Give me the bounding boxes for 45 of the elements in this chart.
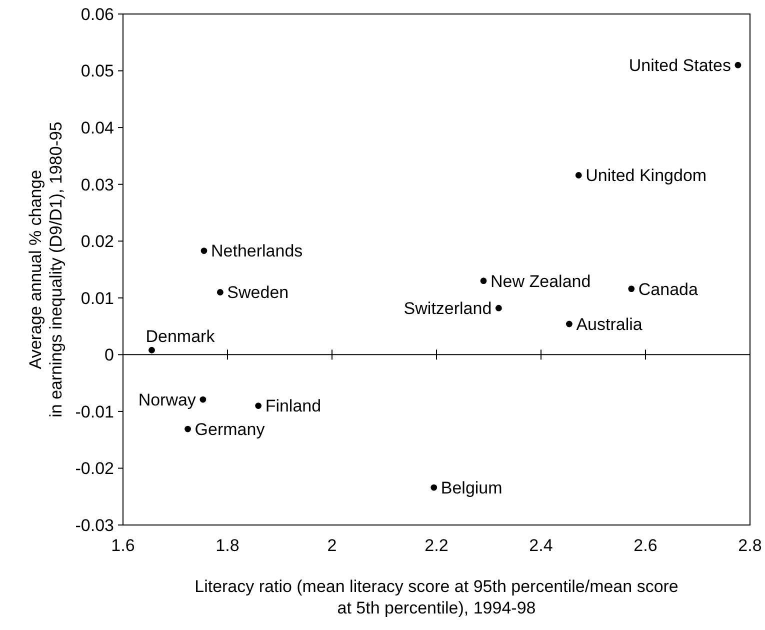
y-tick-label: 0.05 xyxy=(80,62,114,81)
annotation: Australia xyxy=(576,314,643,334)
point xyxy=(628,286,635,292)
x-tick-label: 1.6 xyxy=(111,536,135,555)
y-tick-label: -0.01 xyxy=(75,402,114,422)
annotation: Finland xyxy=(265,396,322,416)
point xyxy=(184,426,191,432)
point xyxy=(480,278,487,284)
y-tick-label: 0.02 xyxy=(80,232,114,252)
annotation: Canada xyxy=(638,280,698,299)
annotation: United Kingdom xyxy=(586,166,707,186)
y-tick-label: 0.03 xyxy=(80,175,114,194)
y-axis-title: Average annual % change in earnings inequality (D9/D1), 1980-95 xyxy=(26,122,66,418)
y-tick-label: 0.06 xyxy=(80,4,114,24)
point xyxy=(734,62,742,68)
point xyxy=(200,396,206,403)
y-tick-label: 0.04 xyxy=(80,118,114,138)
y-tick-label: -0.02 xyxy=(75,459,114,478)
x-tick-label: 2.4 xyxy=(529,536,553,555)
annotation: Belgium xyxy=(440,478,502,498)
annotation: United States xyxy=(628,56,731,76)
annotation: New Zealand xyxy=(490,272,591,291)
point xyxy=(216,289,224,296)
point xyxy=(255,402,262,409)
x-axis-title: Literacy ratio (mean literacy score at 95th percentile/mean score at 5th percentile), 1994-98 xyxy=(194,577,678,618)
x-tick-label: 2.6 xyxy=(634,536,658,555)
point xyxy=(148,346,155,354)
y-tick-label: -0.03 xyxy=(75,516,114,535)
annotation: Norway xyxy=(138,390,196,410)
annotation: Germany xyxy=(194,420,266,439)
point xyxy=(575,172,582,178)
annotation: Netherlands xyxy=(210,242,303,261)
point xyxy=(200,248,208,254)
annotation: Sweden xyxy=(227,283,289,302)
x-tick-label: 2.8 xyxy=(738,536,762,555)
point xyxy=(566,320,572,328)
annotation: Denmark xyxy=(146,327,216,346)
annotation: Switzerland xyxy=(404,299,492,318)
point xyxy=(495,304,502,312)
x-tick-label: 2 xyxy=(327,536,337,555)
y-tick-label: 0 xyxy=(104,346,114,365)
y-tick-label: 0.01 xyxy=(80,288,114,308)
x-tick-label: 1.8 xyxy=(216,536,240,555)
x-tick-label: 2.2 xyxy=(424,536,448,555)
point xyxy=(430,484,438,491)
